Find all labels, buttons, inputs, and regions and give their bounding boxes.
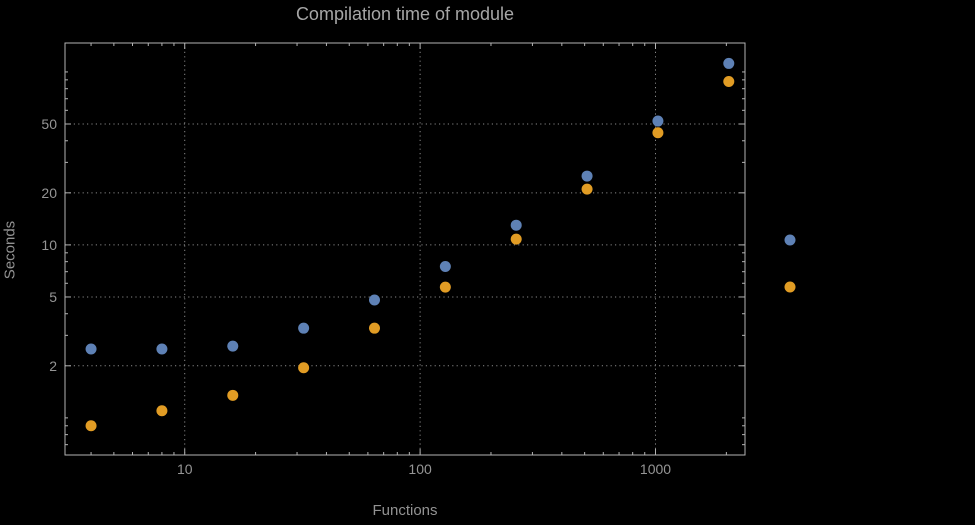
data-point-series-1 (439, 261, 451, 273)
data-point-series-1 (227, 340, 239, 352)
data-point-series-2 (510, 233, 522, 245)
chart-title: Compilation time of module (295, 4, 515, 24)
data-point-series-1 (85, 343, 97, 355)
y-tick-label: 20 (41, 185, 57, 201)
data-point-series-2 (652, 127, 664, 139)
data-point-series-2 (85, 420, 97, 432)
legend-marker-1 (784, 234, 796, 246)
data-point-series-2 (298, 362, 310, 374)
x-tick-label: 10 (177, 461, 193, 477)
x-axis-label: Functions (372, 502, 438, 519)
data-point-series-1 (368, 294, 380, 306)
data-point-series-2 (368, 322, 380, 334)
y-axis-label: Seconds (1, 220, 19, 280)
y-tick-label: 10 (41, 237, 57, 253)
data-point-series-1 (652, 115, 664, 127)
data-point-series-2 (581, 183, 593, 195)
data-point-series-2 (723, 76, 735, 88)
data-point-series-1 (723, 57, 735, 69)
x-tick-label: 100 (408, 461, 432, 477)
data-point-series-1 (298, 322, 310, 334)
data-point-series-1 (581, 170, 593, 182)
y-tick-label: 50 (41, 116, 57, 132)
legend-marker-2 (784, 281, 796, 293)
data-point-series-1 (156, 343, 168, 355)
y-tick-label: 2 (49, 358, 57, 374)
data-point-series-1 (510, 219, 522, 231)
data-point-series-2 (439, 281, 451, 293)
y-tick-label: 5 (49, 289, 57, 305)
data-point-series-2 (156, 405, 168, 417)
data-point-series-2 (227, 389, 239, 401)
plot-frame (64, 42, 746, 456)
x-tick-label: 1000 (640, 461, 671, 477)
